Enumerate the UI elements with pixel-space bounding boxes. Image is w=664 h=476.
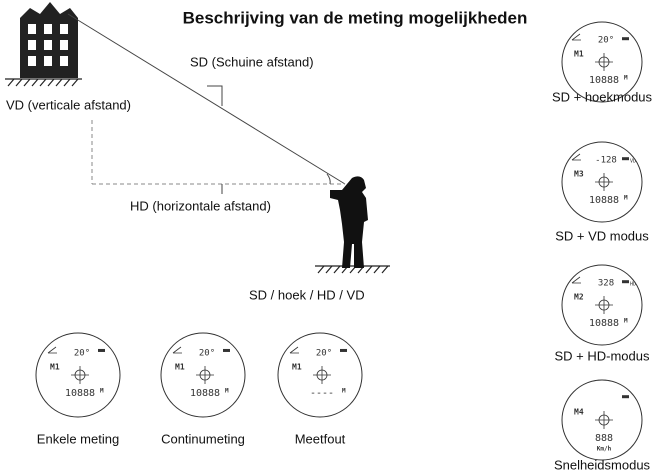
angle-value: 20° (316, 349, 332, 359)
building (20, 2, 78, 78)
mode: M1 (175, 363, 185, 372)
display-frame (561, 141, 643, 223)
label: VD (verticale afstand) (6, 97, 131, 112)
reading: 888 (595, 433, 613, 444)
display-frame (35, 332, 121, 418)
angle-icon (571, 153, 581, 161)
reading: 10888 (65, 388, 95, 399)
mode: M4 (574, 408, 584, 417)
geometry (67, 13, 346, 194)
label: HD (horizontale afstand) (130, 198, 271, 213)
battery-icon (98, 348, 105, 352)
observer (330, 176, 368, 268)
caption: Meetfout (295, 431, 346, 446)
caption: Snelheidsmodus (554, 457, 651, 472)
mode: M1 (574, 50, 584, 59)
reticle-cross (196, 366, 214, 384)
battery-icon (622, 37, 629, 41)
caption: SD + HD-modus (555, 348, 650, 363)
label: SD / hoek / HD / VD (249, 287, 365, 302)
angle-icon (47, 346, 57, 354)
battery-icon (622, 157, 629, 161)
label: SD (Schuine afstand) (190, 54, 314, 69)
angle-value: 20° (199, 349, 215, 359)
angle-value: 328 (598, 279, 614, 289)
unit: M (100, 388, 104, 395)
reading: 10888 (190, 388, 220, 399)
reticle-cross (313, 366, 331, 384)
reticle-cross (595, 296, 613, 314)
battery-icon (340, 348, 347, 352)
reading: ---- (310, 388, 334, 399)
angle-tag: VD (630, 159, 636, 165)
display-frame (561, 264, 643, 346)
reading: 10888 (589, 195, 619, 206)
unit: M (225, 388, 229, 395)
reading: 10888 (589, 75, 619, 86)
reading: 10888 (589, 318, 619, 329)
caption: SD + VD modus (555, 228, 649, 243)
display-frame (561, 379, 643, 461)
battery-icon (622, 395, 629, 399)
caption: SD + hoekmodus (552, 89, 653, 104)
reticle-cross (595, 411, 613, 429)
angle-icon (571, 33, 581, 41)
display-frame (160, 332, 246, 418)
angle-value: -128 (595, 156, 617, 166)
unit: M (342, 388, 346, 395)
caption: Enkele meting (37, 431, 119, 446)
angle-icon (571, 276, 581, 284)
unit: M (624, 195, 628, 202)
mode: M1 (50, 363, 60, 372)
angle-icon (289, 346, 299, 354)
angle-value: 20° (74, 349, 90, 359)
reticle-cross (595, 53, 613, 71)
angle-icon (172, 346, 182, 354)
mode: M3 (574, 170, 584, 179)
battery-icon (223, 348, 230, 352)
angle-tag: HD (630, 282, 636, 288)
unit: Km/h (597, 446, 612, 453)
unit: M (624, 75, 628, 82)
mode: M2 (574, 293, 584, 302)
angle-value: 20° (598, 36, 614, 46)
reticle-cross (595, 173, 613, 191)
battery-icon (622, 280, 629, 284)
title: Beschrijving van de meting mogelijkheden (183, 8, 528, 27)
mode: M1 (292, 363, 302, 372)
caption: Continumeting (161, 431, 245, 446)
unit: M (624, 318, 628, 325)
display-frame (277, 332, 363, 418)
reticle-cross (71, 366, 89, 384)
ground (5, 78, 390, 274)
display-frame (561, 21, 643, 103)
